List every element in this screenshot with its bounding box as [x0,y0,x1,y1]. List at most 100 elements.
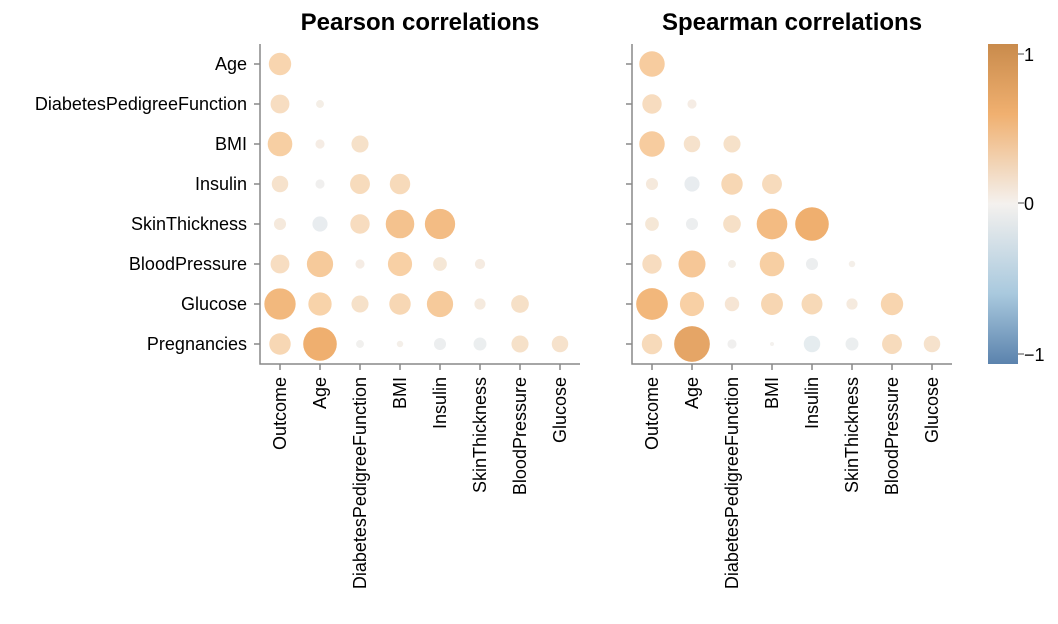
correlation-bubble [316,100,324,108]
correlation-bubble [511,295,529,313]
correlation-bubble [473,337,487,351]
legend-label-max: 1 [1024,45,1034,65]
correlation-bubble [511,335,529,353]
legend-label-zero: 0 [1024,194,1034,214]
correlation-bubble [728,260,736,268]
correlation-bubble [270,254,290,274]
correlation-bubble [474,298,486,310]
correlation-bubble [387,251,413,277]
correlation-bubble [269,333,291,355]
correlation-bubble [433,337,447,351]
x-tick-label: Insulin [802,377,822,429]
correlation-bubble [679,291,705,317]
correlation-bubble [433,257,447,271]
x-tick-label: Glucose [550,377,570,443]
correlation-bubble [268,52,292,76]
correlation-bubble [306,250,334,278]
correlation-bubble [848,260,856,268]
x-tick-label: Glucose [922,377,942,443]
correlation-bubble [923,335,941,353]
y-tick-label: BloodPressure [129,254,247,274]
chart-title: Spearman correlations [662,9,922,36]
y-tick-label: BMI [215,134,247,154]
correlation-bubble [642,254,662,274]
x-tick-label: Outcome [270,377,290,450]
correlation-bubble [551,335,569,353]
correlation-bubble [424,208,456,240]
panel-spearman: Spearman correlations Outcome Age DiabetesP… [626,9,952,589]
correlation-bubble [350,174,370,194]
x-tick-label: BMI [390,377,410,409]
x-tick-label: DiabetesPedigreeFunction [350,377,370,589]
correlation-bubble [880,292,904,316]
correlation-bubble [351,295,369,313]
correlation-bubble [759,251,785,277]
correlation-bubble [723,135,741,153]
x-tick-label: Outcome [642,377,662,450]
correlation-bubble [389,173,411,195]
correlation-bubble [639,51,665,77]
correlation-bubble [803,335,821,353]
correlation-bubble [761,293,783,315]
correlation-bubble [723,215,741,233]
correlation-bubble [846,298,858,310]
y-tick-label: Age [215,54,247,74]
correlation-bubble [641,333,663,355]
correlation-bubble [685,217,699,231]
correlation-bubble [355,259,365,269]
y-tick-label: Glucose [181,294,247,314]
correlation-bubble [727,339,737,349]
correlation-bubble [303,327,337,361]
x-tick-label: Age [310,377,330,409]
correlation-bubble [678,250,706,278]
correlation-bubble [770,342,774,346]
x-tick-label: BloodPressure [510,377,530,495]
x-tick-label: BloodPressure [882,377,902,495]
correlation-bubble [350,214,370,234]
y-tick-label: DiabetesPedigreeFunction [35,94,247,114]
correlation-bubble [474,258,486,270]
correlation-bubble [645,217,659,231]
correlation-bubble [315,139,325,149]
correlation-bubble [724,296,740,312]
correlation-bubble [385,209,415,239]
chart-title: Pearson correlations [301,9,540,36]
correlation-bubble [267,131,293,157]
correlation-bubble [636,288,668,320]
correlation-bubble [312,216,328,232]
axis-lines [631,44,952,365]
correlation-bubble [687,99,697,109]
panel-pearson: Pearson correlations Age DiabetesPedigreeF… [35,9,580,589]
legend-gradient-bar [988,44,1018,364]
correlation-bubble [273,217,287,231]
correlation-bubble [721,173,743,195]
correlation-bubble [271,175,289,193]
correlation-bubble [396,340,404,348]
correlation-bubble [308,292,332,316]
correlation-bubble [756,208,788,240]
legend-label-min: −1 [1024,345,1045,365]
correlation-bubble [805,257,819,271]
x-tick-label: Insulin [430,377,450,429]
correlation-bubble [801,293,823,315]
correlation-bubble [356,340,364,348]
y-tick-label: Pregnancies [147,334,247,354]
x-tick-label: SkinThickness [470,377,490,493]
correlation-bubble [882,334,902,354]
correlation-bubble [639,131,665,157]
correlation-bubble [351,135,369,153]
y-tick-label: SkinThickness [131,214,247,234]
correlation-bubble [642,94,662,114]
axis-lines [259,44,580,365]
correlation-bubble [315,179,325,189]
correlation-bubble [684,176,700,192]
correlation-bubble [762,174,782,194]
x-tick-label: SkinThickness [842,377,862,493]
correlation-bubble [264,288,296,320]
x-tick-label: DiabetesPedigreeFunction [722,377,742,589]
correlation-bubble [645,177,659,191]
color-legend: 1 0 −1 [988,44,1045,365]
correlation-bubble [845,337,859,351]
x-tick-label: Age [682,377,702,409]
